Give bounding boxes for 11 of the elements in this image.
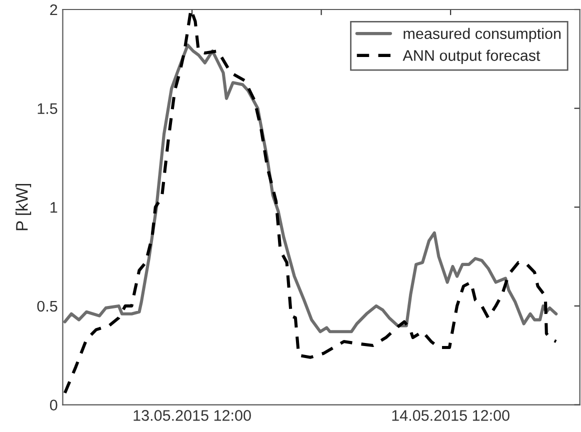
y-axis-title: P [kW]: [16, 184, 32, 230]
y-tick-label: 1.5: [38, 103, 58, 114]
y-tick-label: 0: [50, 400, 58, 410]
y-tick-label: 2: [50, 4, 58, 16]
x-tick-label: 13.05.2015 12:00: [134, 410, 251, 421]
x-tick-label: 14.05.2015 12:00: [392, 410, 510, 421]
y-tick-label: 1: [50, 202, 58, 213]
legend-label: measured consumption: [404, 28, 561, 42]
legend-label: ANN output forecast: [402, 50, 540, 64]
line-series: [63, 44, 558, 334]
y-tick-label: 0.5: [37, 300, 58, 312]
